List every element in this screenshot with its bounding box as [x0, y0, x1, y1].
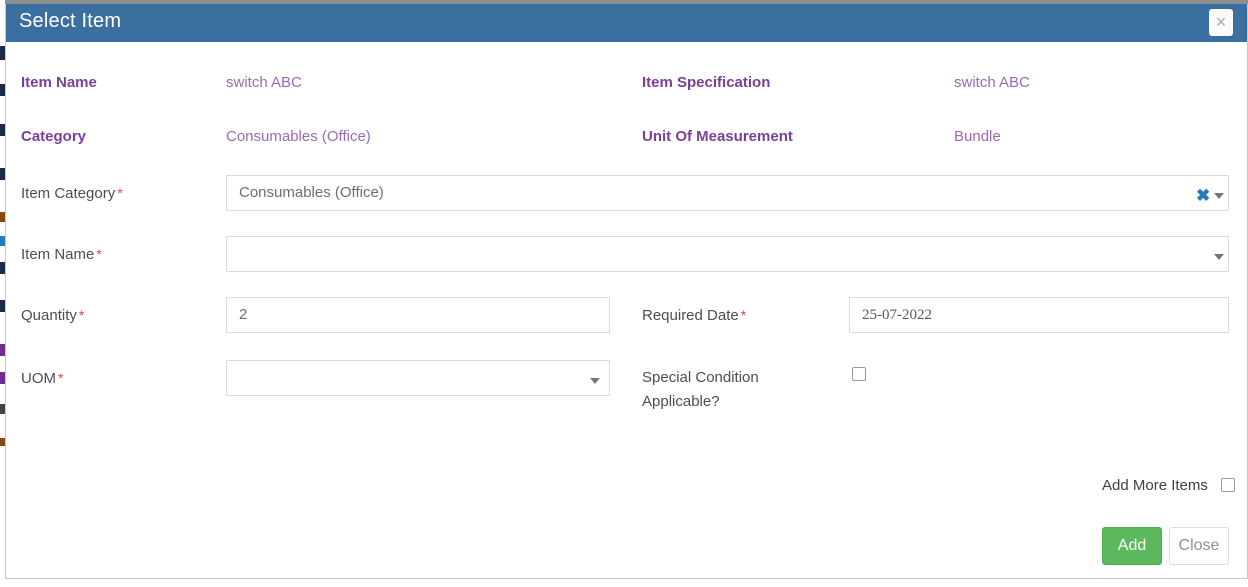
required-date-label: Required Date *	[642, 303, 746, 328]
uom-chevron-down-icon[interactable]	[590, 378, 600, 384]
uom-label-text: UOM	[21, 370, 56, 387]
background-fleck	[0, 124, 5, 136]
background-fleck	[0, 84, 5, 96]
item-name-chevron-down-icon[interactable]	[1214, 254, 1224, 260]
item-category-clear-icon[interactable]: ✖	[1196, 186, 1211, 205]
required-asterisk: *	[78, 307, 85, 323]
uom-label: UOM *	[21, 366, 63, 391]
background-fleck	[0, 236, 5, 246]
summary-label-item-name: Item Name	[21, 74, 97, 91]
background-fleck	[0, 300, 5, 312]
special-condition-checkbox[interactable]	[852, 367, 866, 381]
background-fleck	[0, 404, 5, 414]
modal-title: Select Item	[19, 10, 122, 32]
summary-value-unit-of-measurement: Bundle	[954, 128, 1001, 145]
special-condition-label: Special Condition Applicable?	[642, 369, 759, 410]
background-fleck	[0, 168, 5, 180]
item-category-chevron-down-icon[interactable]	[1214, 193, 1224, 199]
required-asterisk: *	[58, 370, 64, 386]
summary-value-item-name: switch ABC	[226, 74, 302, 91]
summary-value-category: Consumables (Office)	[226, 128, 371, 145]
modal-header: Select Item ×	[6, 4, 1247, 42]
background-fleck	[0, 438, 5, 446]
item-category-select[interactable]: Consumables (Office)	[226, 175, 1229, 211]
background-fleck	[0, 344, 5, 356]
item-category-label: Item Category *	[21, 181, 123, 206]
summary-value-item-specification: switch ABC	[954, 74, 1030, 91]
select-item-modal: Select Item × Item Name switch ABC Item …	[5, 4, 1248, 579]
item-name-label: Item Name *	[21, 242, 102, 267]
background-fleck	[0, 46, 5, 60]
summary-label-item-specification: Item Specification	[642, 74, 771, 91]
item-category-label-text: Item Category	[21, 185, 116, 202]
item-name-select[interactable]	[226, 236, 1229, 272]
summary-label-category: Category	[21, 128, 87, 145]
add-more-items-label: Add More Items	[1102, 477, 1208, 494]
quantity-label: Quantity *	[21, 303, 84, 328]
required-date-input[interactable]: 25-07-2022	[849, 297, 1229, 333]
quantity-label-text: Quantity	[21, 307, 77, 324]
background-fleck	[0, 212, 5, 222]
add-more-items-checkbox[interactable]	[1221, 478, 1235, 492]
add-button[interactable]: Add	[1102, 527, 1162, 565]
close-button[interactable]: Close	[1169, 527, 1229, 565]
summary-label-unit-of-measurement: Unit Of Measurement	[642, 128, 793, 145]
required-date-label-text: Required Date	[642, 307, 739, 324]
quantity-input[interactable]: 2	[226, 297, 610, 333]
background-page-top-strip	[0, 0, 1248, 4]
background-fleck	[0, 262, 5, 274]
close-icon[interactable]: ×	[1209, 9, 1233, 36]
uom-select[interactable]	[226, 360, 610, 396]
required-asterisk: *	[117, 185, 123, 201]
required-asterisk: *	[740, 307, 747, 323]
background-fleck	[0, 372, 5, 384]
modal-body: Item Name switch ABC Item Specification …	[6, 42, 1247, 578]
item-name-label-text: Item Name	[21, 246, 95, 263]
required-asterisk: *	[96, 246, 102, 262]
background-page-left-strip	[0, 0, 5, 587]
